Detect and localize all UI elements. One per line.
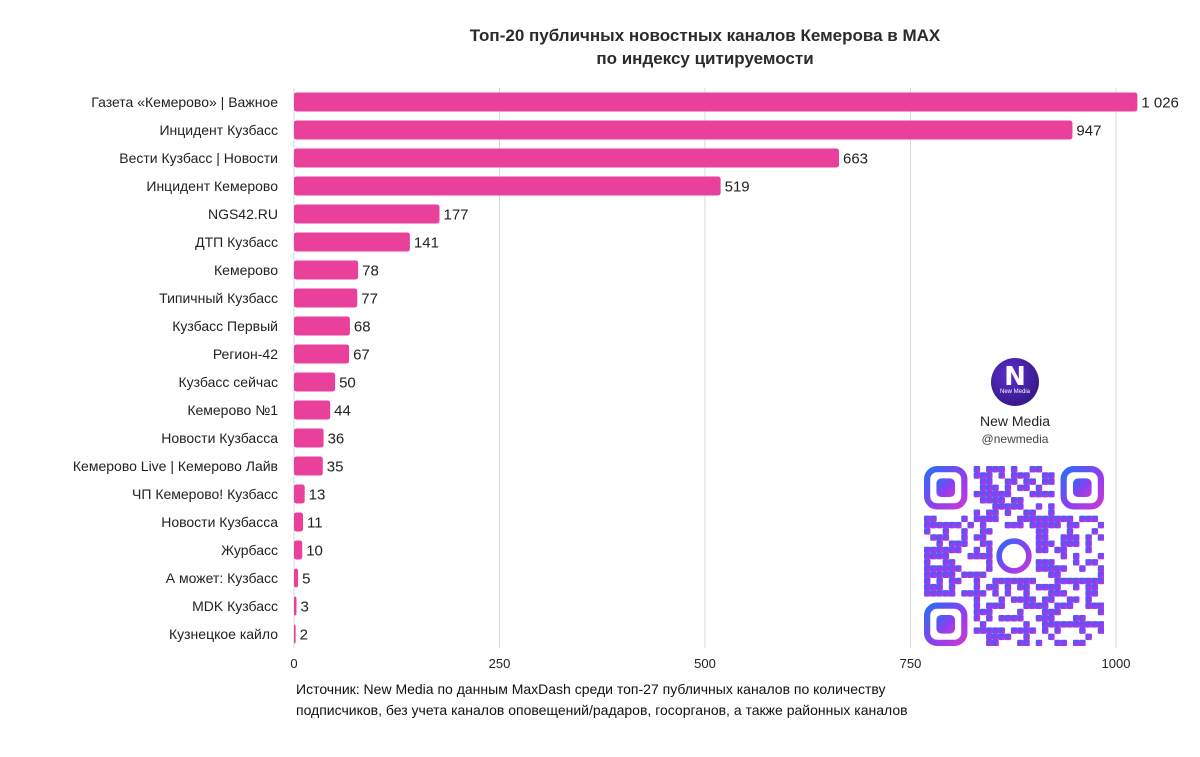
category-label: Инцидент Кемерово (146, 178, 278, 194)
bar (294, 428, 324, 448)
logo-text: New Media (999, 389, 1030, 395)
category-label: Инцидент Кузбасс (159, 122, 278, 138)
bar (294, 484, 305, 504)
bar (294, 372, 336, 392)
value-label: 77 (361, 291, 378, 308)
source-line-2: подписчиков, без учета каналов оповещени… (296, 702, 908, 718)
value-label: 13 (309, 487, 326, 504)
category-label: Кузнецкое кайло (169, 626, 278, 642)
bar (294, 148, 839, 168)
value-label: 5 (302, 571, 310, 588)
bar (294, 120, 1073, 140)
category-label: Типичный Кузбасс (159, 290, 278, 306)
bar (294, 624, 296, 644)
value-label: 67 (353, 347, 370, 364)
source-line-1: Источник: New Media по данным MaxDash ср… (296, 681, 886, 697)
value-label: 44 (334, 403, 351, 420)
new-media-logo-icon: N New Media (991, 358, 1039, 406)
bar (294, 344, 350, 364)
category-label: Кемерово №1 (187, 402, 278, 418)
category-label: Журбасс (221, 542, 278, 558)
category-label: ЧП Кемерово! Кузбасс (132, 486, 278, 502)
brand-handle: @newmedia (981, 432, 1049, 446)
brand-name: New Media (979, 413, 1051, 429)
chart-title-line2: по индексу цитируемости (596, 49, 814, 68)
category-label: MDK Кузбасс (192, 598, 278, 614)
bar (294, 596, 297, 616)
value-label: 663 (843, 151, 868, 168)
value-label: 11 (307, 515, 323, 532)
category-label: Кемерово (214, 262, 278, 278)
value-label: 519 (725, 179, 750, 196)
value-label: 10 (306, 543, 323, 560)
value-label: 177 (443, 207, 468, 224)
chart-title-line1: Топ-20 публичных новостных каналов Кемер… (469, 26, 941, 45)
category-label: Газета «Кемерово» | Важное (91, 94, 278, 110)
category-label: А может: Кузбасс (166, 570, 278, 586)
category-label: Кузбасс сейчас (179, 374, 278, 390)
bar (294, 260, 359, 280)
qr-code-icon (924, 466, 1104, 646)
value-label: 141 (414, 235, 439, 252)
bar (294, 400, 331, 420)
bar (294, 204, 440, 224)
x-tick-label: 250 (489, 656, 511, 671)
category-label: Вести Кузбасс | Новости (119, 150, 278, 166)
bar (294, 316, 350, 336)
bar (294, 456, 323, 476)
bar (294, 568, 299, 588)
value-label: 1 026 (1141, 95, 1179, 112)
category-label: ДТП Кузбасс (195, 234, 278, 250)
brand-block: N New Media New Media @newmedia (955, 358, 1075, 446)
x-tick-label: 1000 (1102, 656, 1131, 671)
bar (294, 92, 1138, 112)
logo-letter: N (1004, 362, 1026, 392)
bar (294, 232, 410, 252)
value-label: 35 (327, 459, 344, 476)
chart-title: Топ-20 публичных новостных каналов Кемер… (0, 24, 1200, 70)
category-label: NGS42.RU (208, 206, 278, 222)
value-label: 68 (354, 319, 371, 336)
category-label: Кемерово Live | Кемерово Лайв (73, 458, 278, 474)
bar (294, 176, 721, 196)
bar (294, 540, 303, 560)
value-label: 947 (1076, 123, 1101, 140)
value-label: 2 (300, 627, 308, 644)
category-label: Новости Кузбасса (161, 430, 278, 446)
value-label: 3 (300, 599, 308, 616)
x-tick-label: 750 (900, 656, 922, 671)
value-label: 36 (328, 431, 345, 448)
bar (294, 288, 358, 308)
category-label: Регион-42 (213, 346, 278, 362)
x-tick-label: 0 (290, 656, 297, 671)
bar (294, 512, 304, 532)
category-label: Новости Кузбасса (161, 514, 278, 530)
source-note: Источник: New Media по данным MaxDash ср… (296, 679, 1016, 721)
category-label: Кузбасс Первый (172, 318, 278, 334)
value-label: 78 (362, 263, 379, 280)
x-tick-label: 500 (694, 656, 716, 671)
value-label: 50 (339, 375, 356, 392)
